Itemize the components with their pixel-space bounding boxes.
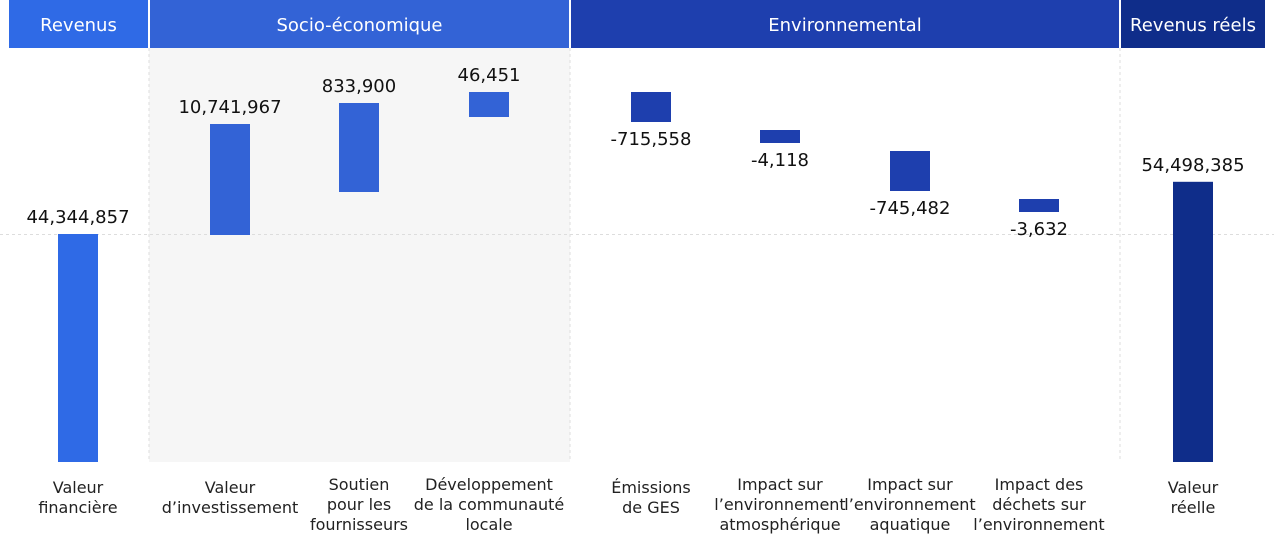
category-label-4: Développement de la communauté locale: [414, 475, 565, 534]
header-label-3: Environnemental: [768, 15, 921, 36]
header-label-1: Revenus: [40, 15, 117, 36]
value-label-5: -715,558: [611, 129, 692, 150]
category-label-8: Impact des déchets sur l’environnement: [973, 475, 1104, 534]
value-labels: 44,344,857 10,741,967 833,900 46,451 -715,55…: [26, 65, 1244, 240]
category-label-5: Émissions de GES: [611, 478, 691, 517]
bar-4: [469, 92, 509, 117]
bar-8: [1019, 199, 1059, 212]
bar-1: [58, 234, 98, 462]
value-label-4: 46,451: [458, 65, 521, 86]
value-label-1: 44,344,857: [26, 207, 129, 228]
header-1: [9, 0, 148, 48]
bar-9: [1173, 181, 1213, 463]
group-headers: Revenus Socio-économique Environnemental Re…: [9, 0, 1265, 48]
category-label-3: Soutien pour les fournisseurs: [310, 475, 408, 534]
value-label-8: -3,632: [1010, 219, 1068, 240]
value-label-2: 10,741,967: [178, 97, 281, 118]
category-label-1: Valeur financière: [38, 478, 117, 517]
bar-7: [890, 151, 930, 191]
category-label-9: Valeur réelle: [1168, 478, 1219, 517]
bar-5: [631, 92, 671, 122]
category-label-2: Valeur d’investissement: [162, 478, 299, 517]
value-label-7: -745,482: [870, 198, 951, 219]
header-label-2: Socio-économique: [276, 15, 442, 36]
bar-6: [760, 130, 800, 143]
category-label-7: Impact sur l’environnement aquatique: [844, 475, 975, 534]
category-label-6: Impact sur l’environnement atmosphérique: [714, 475, 845, 534]
header-label-4: Revenus réels: [1130, 15, 1256, 36]
value-label-6: -4,118: [751, 150, 809, 171]
bar-2: [210, 124, 250, 235]
header-2: [150, 0, 569, 48]
header-3: [571, 0, 1119, 48]
category-labels: Valeur financière Valeur d’investissement So…: [38, 475, 1218, 534]
value-label-3: 833,900: [322, 76, 396, 97]
header-4: [1121, 0, 1265, 48]
value-label-9: 54,498,385: [1141, 155, 1244, 176]
bars: [58, 92, 1213, 463]
bar-3: [339, 103, 379, 192]
